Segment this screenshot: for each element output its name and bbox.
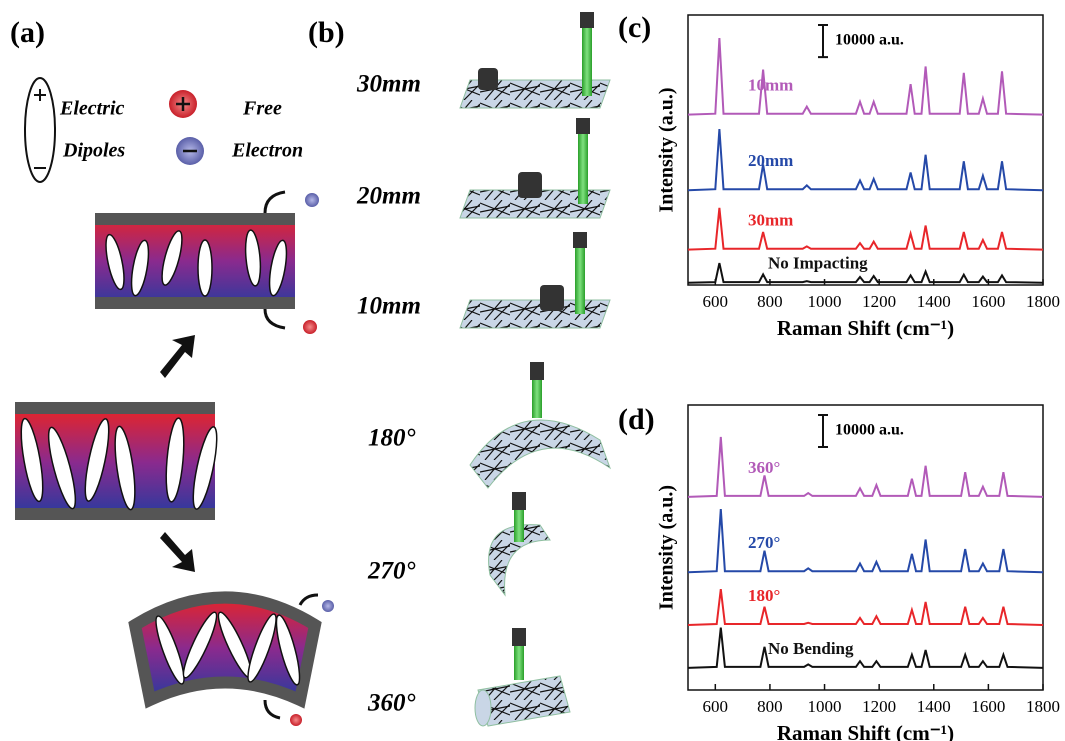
- spectrum-line: [688, 437, 1043, 497]
- spectrum-line: [688, 208, 1043, 250]
- series-label: No Bending: [768, 639, 854, 658]
- spectrum-line: [688, 628, 1043, 668]
- x-tick-label: 1200: [862, 697, 896, 716]
- x-tick-label: 1800: [1026, 697, 1060, 716]
- neutral-film: [15, 402, 222, 520]
- panel-label: (b): [308, 16, 345, 49]
- x-tick-label: 800: [757, 292, 783, 311]
- chart: (d) 600 800 1000 1200 1400 1600 1800 Raman Shift…: [618, 403, 1060, 741]
- plot-frame: [688, 15, 1043, 285]
- figure: (a) Electric Dipoles Free Electron: [0, 0, 1065, 741]
- x-tick-label: 600: [703, 292, 729, 311]
- x-tick-label: 1200: [862, 292, 896, 311]
- bend-angle: 270°: [367, 558, 416, 585]
- bend-angle: 180°: [368, 425, 416, 452]
- series-label: 10mm: [748, 76, 793, 95]
- y-axis-title: Intensity (a.u.): [656, 87, 678, 212]
- series-label: No Impacting: [768, 254, 868, 273]
- x-tick-label: 1000: [808, 697, 842, 716]
- chart: (c) 600 800 1000 1200 1400 1600 1800 Raman Shift…: [618, 11, 1060, 340]
- x-tick-label: 600: [703, 697, 729, 716]
- x-tick-label: 800: [757, 697, 783, 716]
- bend-illustrations: [470, 362, 610, 726]
- impact-height: 30mm: [356, 71, 421, 98]
- impact-height: 10mm: [357, 293, 421, 320]
- legend-text: Electric: [59, 98, 125, 120]
- panel-b: (b) 30mm 20mm 10mm 180° 270° 360°: [308, 12, 610, 726]
- series-label: 360°: [748, 458, 780, 477]
- impact-height: 20mm: [356, 183, 421, 210]
- x-tick-label: 1400: [917, 697, 951, 716]
- series-label: 270°: [748, 533, 780, 552]
- legend-text: Dipoles: [62, 140, 125, 162]
- arrow: [160, 335, 195, 378]
- bent-film: [135, 595, 334, 726]
- x-axis-title: Raman Shift (cm⁻¹): [777, 721, 954, 741]
- impact-illustrations: [460, 12, 610, 328]
- y-axis-title: Intensity (a.u.): [656, 485, 678, 610]
- scale-bar: [818, 25, 828, 57]
- legend-text: Electron: [231, 140, 303, 162]
- series-label: 180°: [748, 586, 780, 605]
- x-tick-label: 1600: [971, 697, 1005, 716]
- spectrum-line: [688, 38, 1043, 115]
- scale-bar: [818, 415, 828, 447]
- x-tick-label: 1000: [808, 292, 842, 311]
- series-label: 30mm: [748, 211, 793, 230]
- x-tick-label: 1600: [971, 292, 1005, 311]
- spectrum-line: [688, 589, 1043, 625]
- legend-text: Free: [242, 98, 282, 120]
- arrow: [160, 532, 195, 572]
- panel-label: (d): [618, 403, 655, 436]
- panel-label: (c): [618, 11, 651, 44]
- polarized-film: [95, 192, 319, 334]
- panel-a: (a) Electric Dipoles Free Electron: [10, 16, 334, 726]
- panel-label: (a): [10, 16, 45, 49]
- scale-bar-label: 10000 a.u.: [835, 422, 904, 439]
- plot-frame: [688, 405, 1043, 690]
- x-axis-title: Raman Shift (cm⁻¹): [777, 316, 954, 340]
- series-label: 20mm: [748, 151, 793, 170]
- spectrum-line: [688, 509, 1043, 572]
- x-tick-label: 1800: [1026, 292, 1060, 311]
- x-tick-label: 1400: [917, 292, 951, 311]
- bend-angle: 360°: [367, 690, 416, 717]
- spectrum-line: [688, 129, 1043, 190]
- scale-bar-label: 10000 a.u.: [835, 32, 904, 49]
